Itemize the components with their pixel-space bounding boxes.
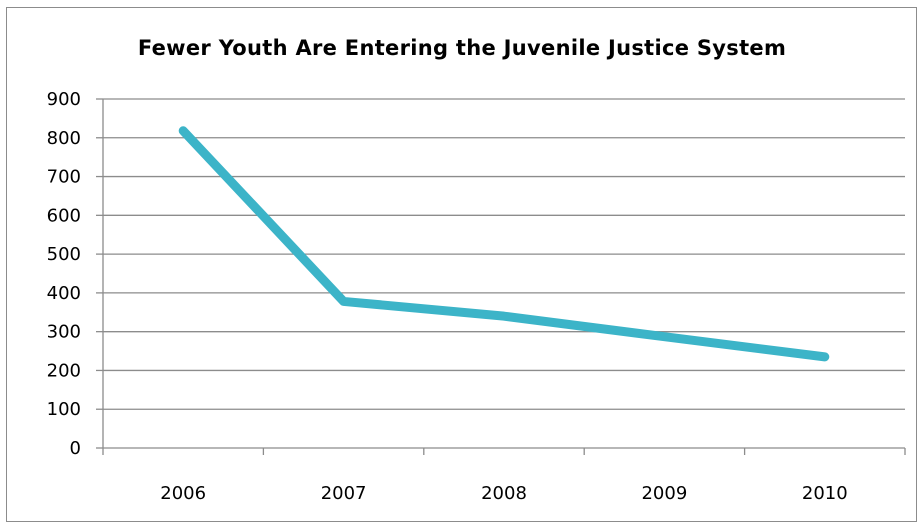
axes [96, 98, 906, 455]
series-layer [178, 126, 830, 362]
tick-labels: 0 100 200 300 400 500 600 700 800 900 2006 2007 2008… [47, 89, 848, 504]
x-tick-label-2010: 2010 [802, 483, 848, 504]
gridlines [103, 98, 905, 410]
series-line-0 [178, 126, 830, 362]
y-tick-label-500: 500 [47, 244, 81, 265]
y-tick-label-200: 200 [47, 360, 81, 381]
y-tick-label-0: 0 [70, 438, 81, 459]
x-tick-label-2009: 2009 [641, 483, 687, 504]
y-tick-label-400: 400 [47, 283, 81, 304]
y-tick-label-900: 900 [47, 89, 81, 110]
chart-title: Fewer Youth Are Entering the Juvenile Ju… [137, 36, 787, 60]
x-tick-label-2007: 2007 [321, 483, 367, 504]
x-tick-label-2006: 2006 [160, 483, 206, 504]
x-tick-label-2008: 2008 [481, 483, 527, 504]
y-tick-label-600: 600 [47, 205, 81, 226]
chart-frame [6, 7, 917, 522]
y-tick-label-300: 300 [47, 322, 81, 343]
y-tick-label-100: 100 [47, 399, 81, 420]
y-tick-label-700: 700 [47, 167, 81, 188]
y-tick-label-800: 800 [47, 128, 81, 149]
